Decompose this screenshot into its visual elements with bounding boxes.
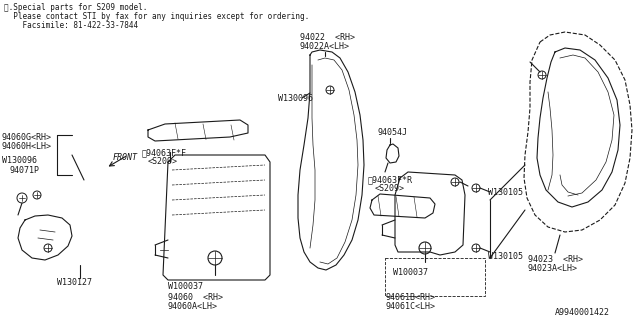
Text: 94060H<LH>: 94060H<LH> — [2, 142, 52, 151]
Text: 94023  <RH>: 94023 <RH> — [528, 255, 583, 264]
Text: 94022  <RH>: 94022 <RH> — [300, 33, 355, 42]
Text: <S209>: <S209> — [148, 157, 178, 166]
Text: Facsimile: 81-422-33-7844: Facsimile: 81-422-33-7844 — [4, 21, 138, 30]
Text: 94061B<RH>: 94061B<RH> — [385, 293, 435, 302]
Text: <S209>: <S209> — [375, 184, 405, 193]
Text: FRONT: FRONT — [113, 153, 138, 162]
Text: W100037: W100037 — [393, 268, 428, 277]
Text: W130127: W130127 — [57, 278, 92, 287]
Text: W130096: W130096 — [278, 94, 313, 103]
Text: 94023A<LH>: 94023A<LH> — [528, 264, 578, 273]
Bar — [385, 258, 485, 296]
Text: 94061C<LH>: 94061C<LH> — [385, 302, 435, 311]
Text: W130096: W130096 — [2, 156, 37, 165]
Text: 94060G<RH>: 94060G<RH> — [2, 133, 52, 142]
Text: 94022A<LH>: 94022A<LH> — [300, 42, 350, 51]
Text: W130105: W130105 — [488, 252, 523, 261]
Text: 94054J: 94054J — [378, 128, 408, 137]
Text: A9940001422: A9940001422 — [555, 308, 610, 317]
Text: 94071P: 94071P — [10, 166, 40, 175]
Text: ※.Special parts for S209 model.: ※.Special parts for S209 model. — [4, 3, 147, 12]
Text: 94060A<LH>: 94060A<LH> — [168, 302, 218, 311]
Text: W130105: W130105 — [488, 188, 523, 197]
Text: W100037: W100037 — [168, 282, 203, 291]
Text: ※94063F*F: ※94063F*F — [142, 148, 187, 157]
Text: ※94063F*R: ※94063F*R — [368, 175, 413, 184]
Text: Please contact STI by fax for any inquiries except for ordering.: Please contact STI by fax for any inquir… — [4, 12, 309, 21]
Text: 94060  <RH>: 94060 <RH> — [168, 293, 223, 302]
